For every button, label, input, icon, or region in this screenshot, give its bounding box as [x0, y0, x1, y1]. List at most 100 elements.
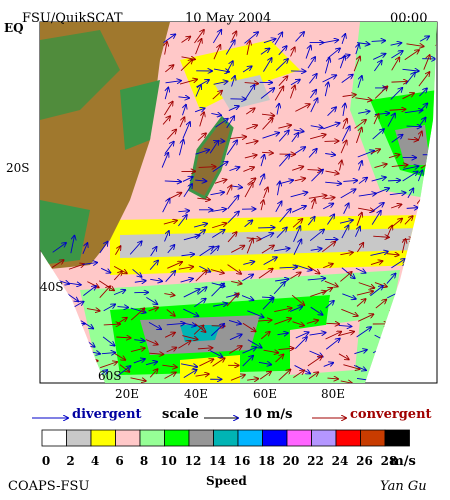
wind-arrow — [308, 149, 317, 158]
wind-arrow — [150, 279, 162, 281]
wind-arrow — [440, 62, 448, 71]
wind-arrow — [215, 119, 227, 128]
wind-arrow — [310, 126, 323, 128]
wind-arrow — [339, 56, 344, 69]
wind-arrow — [437, 223, 449, 227]
wind-arrow — [197, 133, 206, 141]
wind-arrow — [339, 161, 341, 171]
colorbar-tick: 18 — [258, 454, 275, 468]
wind-arrow — [210, 324, 224, 337]
wind-arrow — [180, 279, 193, 283]
wind-arrow — [244, 83, 259, 84]
wind-arrow — [306, 320, 318, 323]
wind-arrow — [211, 209, 227, 212]
wind-arrow — [273, 282, 285, 295]
wind-arrow — [339, 220, 353, 223]
wind-arrow — [323, 40, 338, 43]
wind-arrow — [83, 286, 96, 297]
wind-arrow — [198, 167, 216, 168]
wind-arrow — [165, 88, 168, 100]
wind-arrow — [294, 337, 307, 350]
wind-arrow — [358, 111, 369, 113]
wind-arrow — [163, 102, 172, 116]
colorbar-tick: 0 — [42, 454, 50, 468]
wind-arrow — [404, 110, 423, 113]
wind-arrow — [259, 174, 265, 186]
wind-arrow — [149, 353, 163, 354]
wind-arrow — [340, 252, 353, 254]
wind-arrow — [388, 180, 400, 181]
wind-arrow — [225, 40, 235, 55]
wind-arrow — [276, 227, 287, 239]
wind-arrow — [322, 75, 337, 83]
wind-arrow — [180, 59, 192, 71]
wind-arrow — [231, 246, 244, 253]
colorbar-swatch — [213, 429, 239, 447]
wind-arrow — [342, 119, 347, 129]
scale-value: 10 m/s — [244, 407, 292, 422]
wind-arrow — [391, 219, 402, 228]
wind-arrow — [372, 129, 384, 140]
wind-arrow — [305, 46, 311, 59]
wind-arrow — [278, 130, 289, 142]
wind-arrow — [263, 58, 271, 72]
wind-arrow — [162, 199, 170, 213]
wind-arrow — [164, 294, 174, 296]
wind-arrow — [327, 107, 337, 117]
wind-arrow — [389, 109, 406, 110]
wind-arrow — [229, 334, 242, 341]
wind-arrow — [325, 332, 342, 340]
wind-arrow — [199, 112, 204, 127]
wind-arrow — [113, 290, 125, 296]
wind-arrow — [113, 271, 122, 281]
wind-arrow — [226, 185, 232, 195]
wind-arrow — [293, 130, 304, 132]
wind-arrow — [102, 336, 114, 346]
wind-arrow — [183, 370, 197, 379]
wind-arrow — [277, 333, 288, 335]
wind-arrow — [311, 170, 323, 182]
wind-arrow — [211, 113, 221, 115]
wind-arrow — [343, 180, 357, 181]
wind-arrow — [178, 341, 190, 349]
wind-arrow — [277, 104, 279, 115]
wind-arrow — [230, 375, 245, 381]
wind-arrow — [359, 161, 362, 171]
wind-arrow — [195, 270, 207, 282]
wind-arrow — [228, 106, 239, 111]
wind-arrow — [374, 282, 387, 287]
wind-arrow — [261, 155, 264, 167]
wind-arrow — [325, 171, 338, 173]
wind-arrow — [404, 50, 419, 61]
lon-label: 40E — [184, 387, 208, 401]
wind-arrow — [290, 47, 295, 57]
wind-arrow — [242, 322, 256, 331]
wind-arrow — [258, 320, 271, 321]
wind-arrow — [243, 262, 254, 265]
wind-arrow — [356, 291, 373, 296]
wind-arrow — [437, 158, 441, 171]
wind-arrow — [179, 117, 184, 128]
title: FSU/QuikSCAT — [22, 11, 123, 26]
wind-arrow — [263, 350, 279, 353]
wind-arrow — [310, 135, 326, 140]
colorbar-tick: 26 — [356, 454, 373, 468]
wind-arrow — [165, 42, 167, 55]
wind-arrow — [418, 131, 422, 141]
wind-arrow — [68, 264, 84, 270]
wind-arrow — [178, 267, 194, 270]
wind-arrow — [391, 165, 408, 167]
colorbar-tick: 22 — [307, 454, 324, 468]
wind-arrow — [407, 188, 413, 199]
wind-arrow — [340, 140, 346, 154]
wind-arrow — [371, 211, 381, 225]
wind-arrow — [83, 322, 93, 329]
wind-arrow — [132, 268, 142, 277]
wind-arrow — [182, 105, 185, 116]
wind-arrow — [406, 44, 423, 47]
wind-arrow — [292, 321, 304, 326]
wind-arrow — [279, 267, 297, 268]
wind-arrow — [391, 135, 403, 143]
wind-arrow — [295, 147, 305, 154]
wind-arrow — [356, 327, 371, 338]
